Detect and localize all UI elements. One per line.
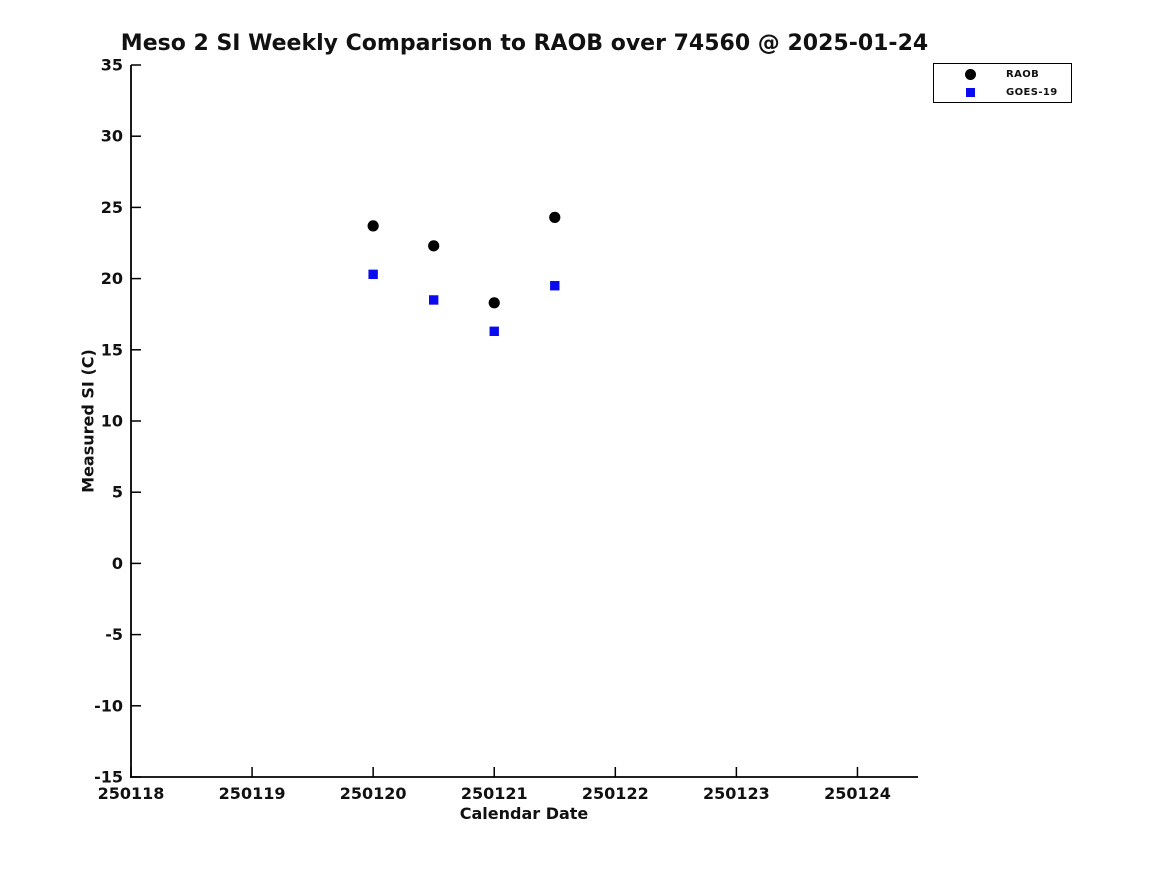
- y-tick-label: -15: [94, 768, 123, 787]
- y-tick-label: 25: [101, 198, 123, 217]
- y-tick-label: 20: [101, 269, 123, 288]
- x-tick-label: 250120: [340, 784, 407, 803]
- y-tick-label: 35: [101, 56, 123, 75]
- legend-item-raob: RAOB: [934, 66, 1071, 82]
- series-raob: [367, 211, 561, 309]
- y-tick-label: -5: [105, 625, 123, 644]
- y-tick-label: 5: [112, 483, 123, 502]
- y-tick-label: 15: [101, 340, 123, 359]
- x-tick-label: 250118: [98, 784, 165, 803]
- raob-circle-icon: [964, 68, 976, 80]
- legend-label-raob: RAOB: [1006, 68, 1040, 80]
- y-tick-label: -10: [94, 696, 123, 715]
- legend-label-goes19: GOES-19: [1006, 86, 1058, 98]
- data-point-circle: [367, 220, 379, 232]
- data-point-circle: [428, 240, 440, 252]
- y-tick-label: 30: [101, 127, 123, 146]
- data-point-circle: [549, 211, 561, 223]
- y-tick-label: 0: [112, 554, 123, 573]
- x-axis: 250118 250119 250120 250121 250122 250123 2501…: [98, 767, 891, 803]
- data-point-circle: [488, 297, 500, 309]
- series-goes-19: [368, 269, 560, 336]
- x-tick-label: 250119: [219, 784, 286, 803]
- legend-item-goes19: GOES-19: [934, 84, 1071, 100]
- data-point-square: [428, 295, 439, 305]
- data-point-square: [368, 269, 378, 280]
- y-tick-label: 10: [101, 412, 123, 431]
- x-tick-label: 250121: [461, 784, 528, 803]
- data-point-square: [489, 326, 499, 336]
- legend-marker-cell: [934, 87, 1006, 97]
- axes-spines: [130, 65, 918, 778]
- y-axis: 35 30 25 20 15 10 5 0 -5 -10 -15: [94, 56, 141, 787]
- goes19-square-icon: [965, 87, 975, 97]
- x-axis-label: Calendar Date: [459, 804, 589, 823]
- legend: RAOB GOES-19: [933, 63, 1072, 103]
- y-axis-label: Measured SI (C): [78, 349, 98, 493]
- legend-marker-cell: [934, 68, 1006, 80]
- x-tick-label: 250124: [824, 784, 891, 803]
- data-point-square: [550, 281, 560, 291]
- x-tick-label: 250122: [582, 784, 649, 803]
- x-tick-label: 250123: [703, 784, 770, 803]
- chart-title: Meso 2 SI Weekly Comparison to RAOB over…: [120, 31, 929, 56]
